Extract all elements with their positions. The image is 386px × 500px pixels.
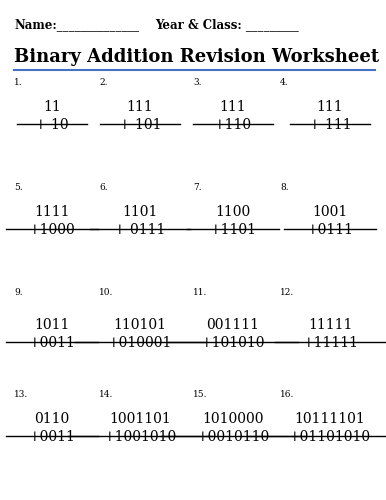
Text: + 101: + 101 — [119, 118, 161, 132]
Text: 13.: 13. — [14, 390, 28, 399]
Text: +0011: +0011 — [29, 430, 75, 444]
Text: 1001: 1001 — [312, 205, 348, 219]
Text: 1111: 1111 — [34, 205, 70, 219]
Text: +01101010: +01101010 — [289, 430, 371, 444]
Text: 11111: 11111 — [308, 318, 352, 332]
Text: +010001: +010001 — [108, 336, 172, 350]
Text: 001111: 001111 — [207, 318, 259, 332]
Text: Binary Addition Revision Worksheet: Binary Addition Revision Worksheet — [14, 48, 379, 66]
Text: +0010110: +0010110 — [196, 430, 270, 444]
Text: + 0111: + 0111 — [114, 223, 166, 237]
Text: +1000: +1000 — [29, 223, 75, 237]
Text: 0110: 0110 — [34, 412, 69, 426]
Text: 1100: 1100 — [215, 205, 251, 219]
Text: 110101: 110101 — [113, 318, 166, 332]
Text: +1001010: +1001010 — [103, 430, 177, 444]
Text: 1011: 1011 — [34, 318, 70, 332]
Text: +11111: +11111 — [302, 336, 358, 350]
Text: 111: 111 — [127, 100, 153, 114]
Text: 111: 111 — [317, 100, 343, 114]
Text: 12.: 12. — [280, 288, 294, 297]
Text: 1.: 1. — [14, 78, 23, 87]
Text: 7.: 7. — [193, 183, 201, 192]
Text: +101010: +101010 — [201, 336, 265, 350]
Text: + 111: + 111 — [309, 118, 351, 132]
Text: 6.: 6. — [99, 183, 108, 192]
Text: +0011: +0011 — [29, 336, 75, 350]
Text: 11.: 11. — [193, 288, 207, 297]
Text: +0111: +0111 — [306, 223, 354, 237]
Text: 111: 111 — [220, 100, 246, 114]
Text: 15.: 15. — [193, 390, 208, 399]
Text: 1001101: 1001101 — [109, 412, 171, 426]
Text: 1010000: 1010000 — [202, 412, 264, 426]
Text: +1101: +1101 — [210, 223, 257, 237]
Text: 10111101: 10111101 — [295, 412, 366, 426]
Text: 1101: 1101 — [122, 205, 158, 219]
Text: +110: +110 — [214, 118, 252, 132]
Text: 2.: 2. — [99, 78, 107, 87]
Text: Name:______________: Name:______________ — [14, 18, 139, 31]
Text: 14.: 14. — [99, 390, 113, 399]
Text: 11: 11 — [43, 100, 61, 114]
Text: 9.: 9. — [14, 288, 23, 297]
Text: 5.: 5. — [14, 183, 23, 192]
Text: 8.: 8. — [280, 183, 289, 192]
Text: + 10: + 10 — [35, 118, 69, 132]
Text: 16.: 16. — [280, 390, 295, 399]
Text: 3.: 3. — [193, 78, 201, 87]
Text: Year & Class: _________: Year & Class: _________ — [155, 18, 299, 31]
Text: 4.: 4. — [280, 78, 289, 87]
Text: 10.: 10. — [99, 288, 113, 297]
